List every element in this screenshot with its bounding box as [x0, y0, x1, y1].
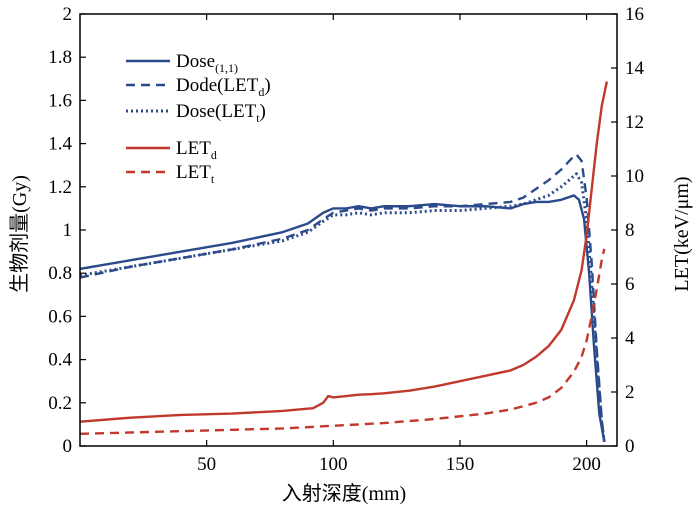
series-line-1: [80, 194, 606, 442]
legend-label-3: Dose(LETt): [176, 101, 266, 125]
y-tick-label: 2: [63, 4, 73, 25]
x-tick-label: 200: [572, 454, 601, 475]
y2-tick-label: 0: [625, 436, 635, 457]
series-layer: [80, 81, 609, 442]
x-axis-title: 入射深度(mm): [282, 482, 406, 505]
y2-tick-label: 12: [625, 112, 644, 133]
series-line-4: [80, 81, 609, 423]
axes-layer: 50 100 150 200 0 0.2 0.4 0.6 0.8 1 1.2 1.4 1.6 1.8 2 0 2…: [48, 4, 644, 475]
y-tick-label: 0.4: [48, 350, 72, 371]
y-tick-label: 1: [63, 220, 73, 241]
y2-tick-label: 14: [625, 58, 645, 79]
y-tick-label: 1.6: [48, 90, 72, 111]
y-tick-label: 1.8: [48, 47, 72, 68]
y2-tick-label: 8: [625, 220, 635, 241]
y2-tick-label: 16: [625, 4, 644, 25]
plot-frame: [79, 13, 618, 447]
legend-label-1: Dose(1,1): [176, 51, 238, 75]
y2-tick-label: 6: [625, 274, 635, 295]
y2-tick-label: 10: [625, 166, 644, 187]
y-tick-label: 1.2: [48, 177, 72, 198]
legend-label-2: Dode(LETd): [176, 75, 271, 99]
y2-axis-title: LET(keV/μm): [671, 176, 693, 291]
y-tick-label: 0.8: [48, 263, 72, 284]
y-tick-label: 0.2: [48, 393, 72, 414]
series-line-5: [80, 248, 606, 436]
series-line-2: [80, 153, 606, 442]
y-tick-label: 0: [63, 436, 73, 457]
legend-label-5: LETt: [176, 162, 215, 186]
series-line-3: [80, 172, 606, 442]
x-tick-label: 100: [319, 454, 348, 475]
x-tick-label: 150: [446, 454, 475, 475]
y-axis-title: 生物剂量(Gy): [8, 175, 31, 293]
y2-tick-label: 2: [625, 382, 635, 403]
y-tick-label: 1.4: [48, 134, 72, 155]
y2-tick-label: 4: [625, 328, 635, 349]
legend-label-4: LETd: [176, 138, 217, 162]
y-tick-label: 0.6: [48, 306, 72, 327]
x-tick-label: 50: [197, 454, 216, 475]
